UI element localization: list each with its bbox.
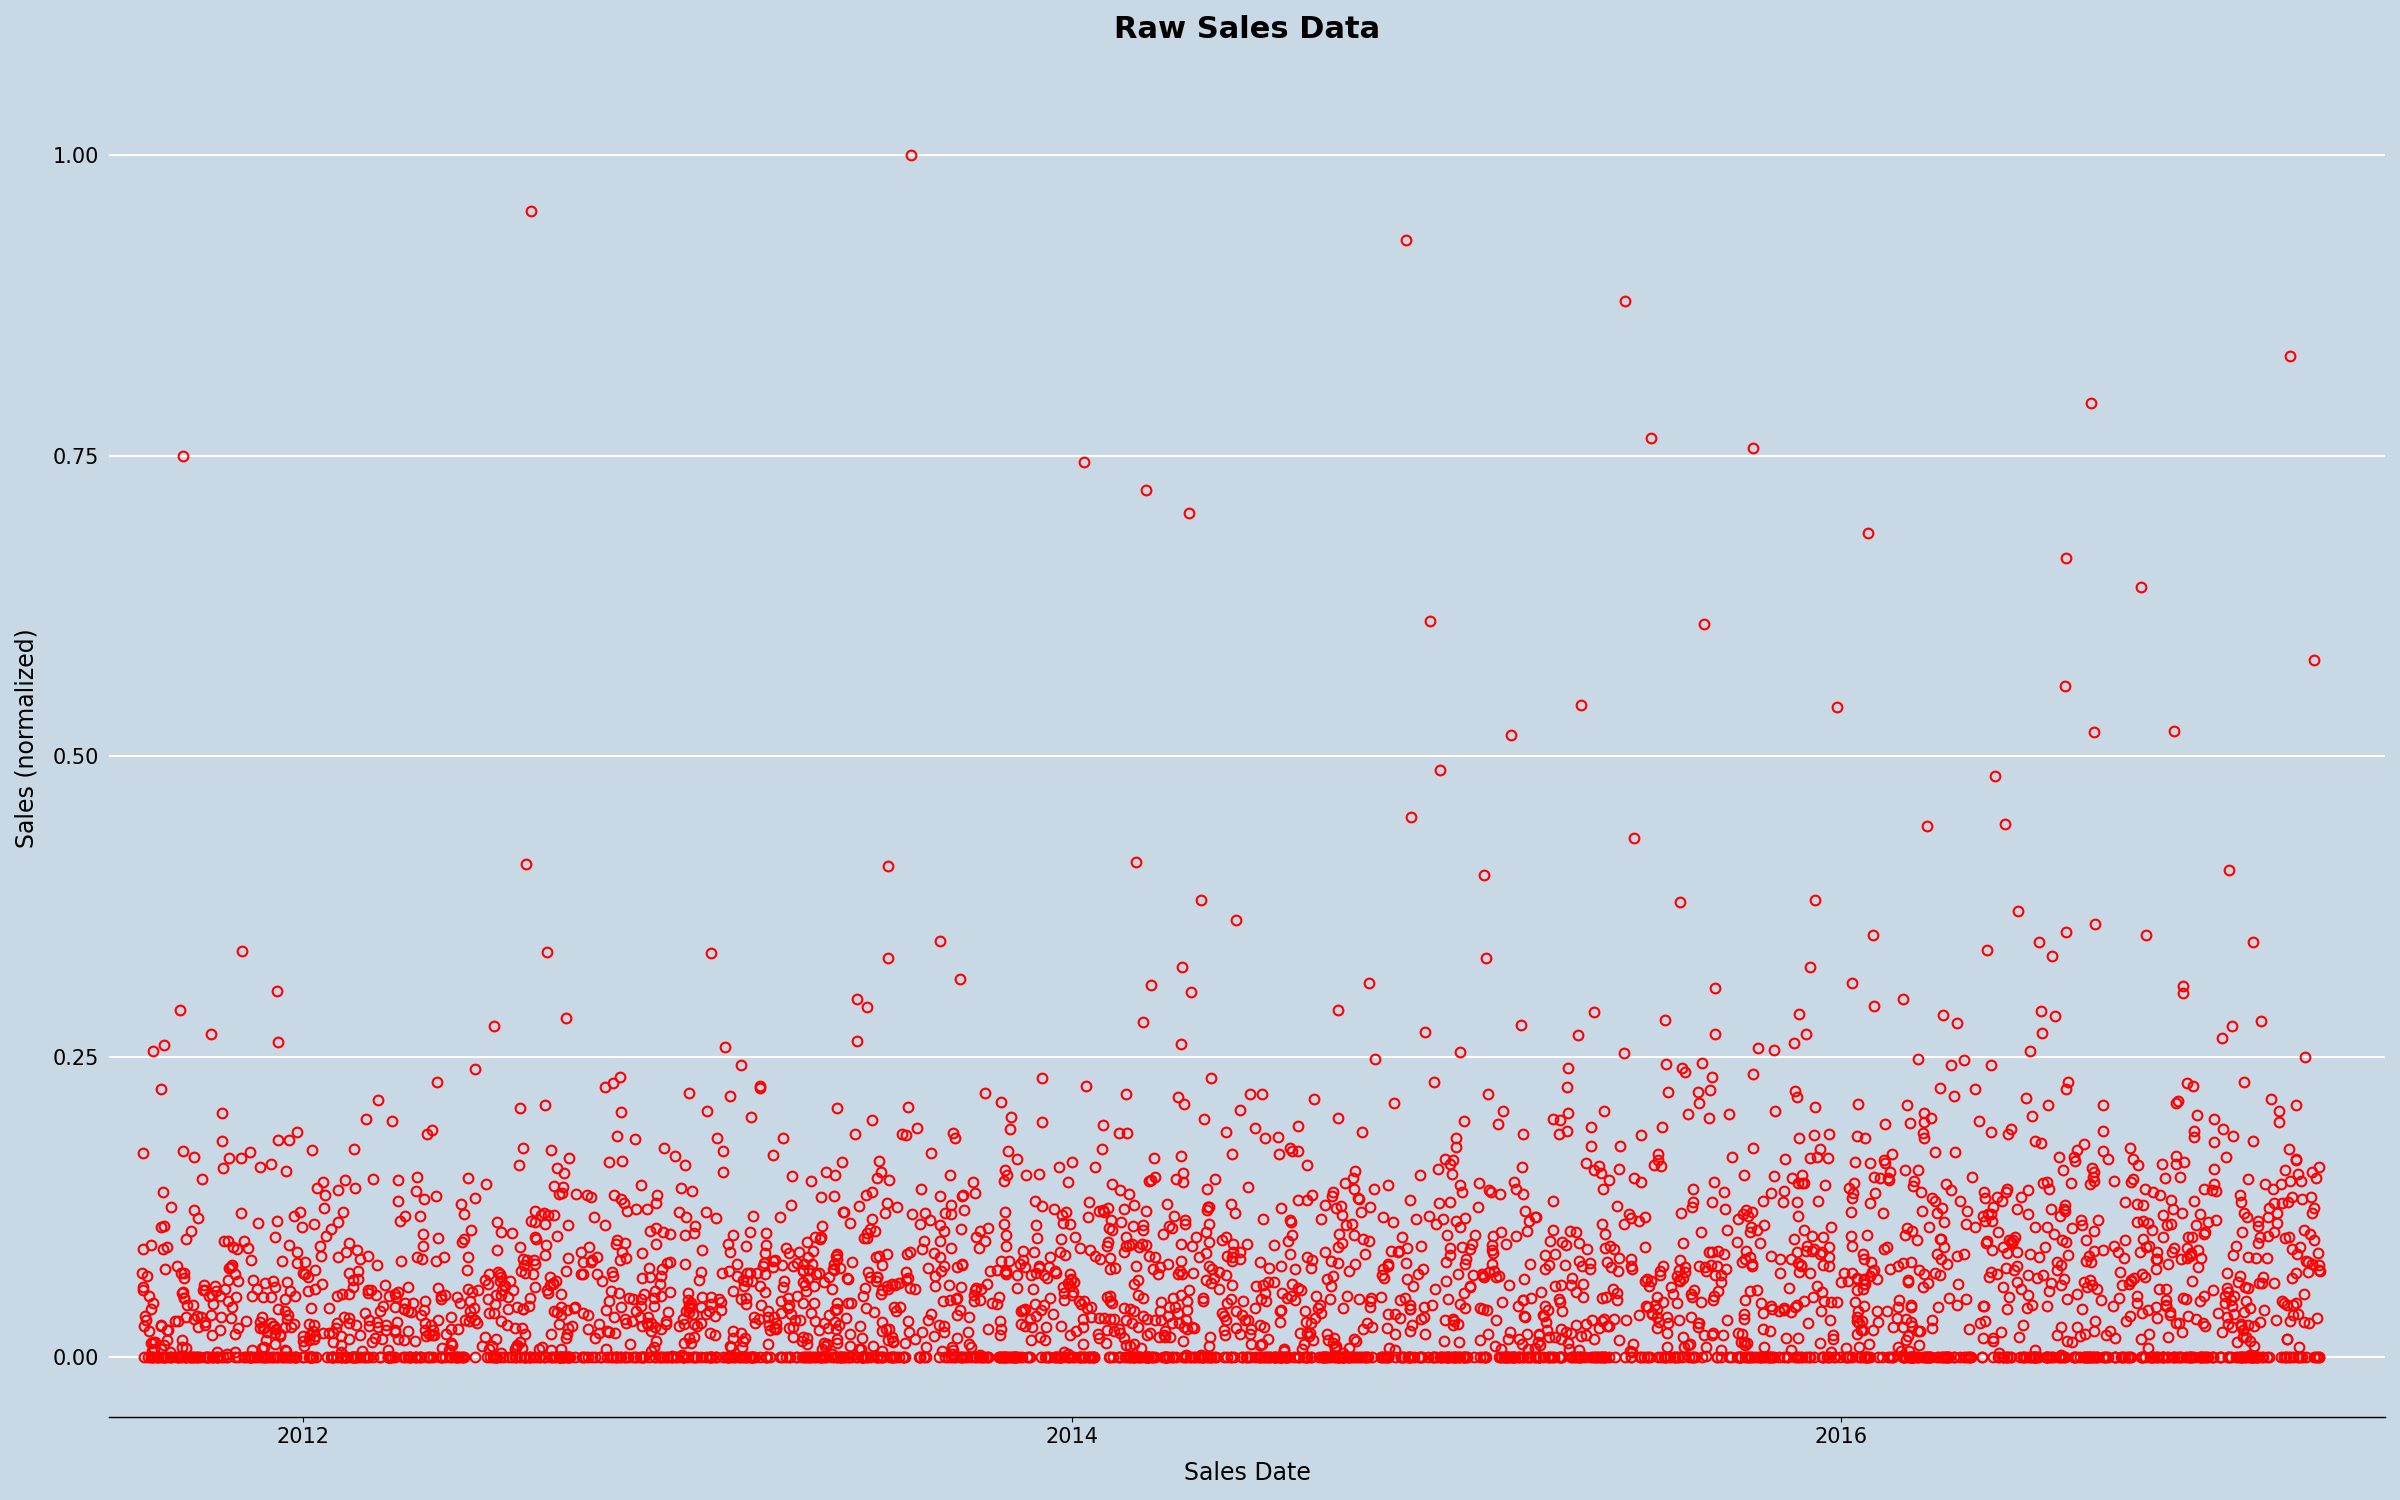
Y-axis label: Sales (normalized): Sales (normalized) bbox=[14, 628, 38, 848]
Title: Raw Sales Data: Raw Sales Data bbox=[1114, 15, 1380, 44]
X-axis label: Sales Date: Sales Date bbox=[1183, 1461, 1310, 1485]
